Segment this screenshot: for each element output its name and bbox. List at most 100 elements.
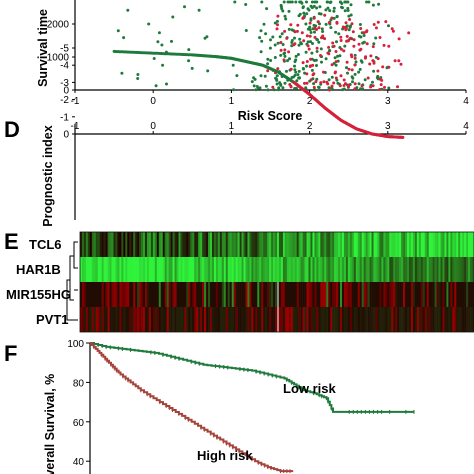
panel-c-point-high bbox=[305, 60, 309, 63]
heatmap-cell bbox=[101, 282, 104, 307]
panel-c-point-low bbox=[324, 57, 328, 61]
heatmap-cell bbox=[210, 232, 213, 257]
panel-c-point-low bbox=[266, 62, 270, 66]
heatmap-cell bbox=[150, 307, 154, 332]
heatmap-cell bbox=[245, 282, 248, 307]
panel-c-point-high bbox=[296, 23, 300, 27]
panel-c-point-high bbox=[266, 69, 270, 73]
heatmap-cell bbox=[241, 232, 244, 257]
heatmap-cell bbox=[235, 257, 238, 282]
panel-c-point-low bbox=[298, 0, 302, 4]
panel-c-point-low bbox=[372, 42, 376, 46]
panel-c-point-low bbox=[315, 50, 319, 53]
heatmap-cell bbox=[192, 282, 195, 307]
panel-c-point-high bbox=[289, 23, 293, 27]
heatmap-cell bbox=[162, 282, 166, 307]
heatmap-cell bbox=[265, 232, 268, 257]
heatmap-cell bbox=[365, 257, 368, 282]
heatmap-cell bbox=[170, 307, 173, 332]
heatmap-cell bbox=[343, 282, 347, 307]
heatmap-cell bbox=[320, 307, 323, 332]
heatmap-cell bbox=[123, 307, 126, 332]
panel-d-x-ticks: -1 0 1 2 3 4 bbox=[71, 121, 469, 134]
heatmap-cell bbox=[383, 257, 386, 282]
panel-c-point-high bbox=[326, 82, 330, 86]
heatmap-cell bbox=[95, 282, 99, 307]
panel-c-x-tick-label: 4 bbox=[463, 96, 469, 107]
heatmap-cell bbox=[450, 257, 453, 282]
heatmap-cell bbox=[237, 232, 240, 257]
heatmap-cell bbox=[347, 232, 351, 257]
heatmap-cell bbox=[369, 307, 372, 332]
heatmap-cell bbox=[345, 232, 349, 257]
heatmap-cell bbox=[91, 257, 95, 282]
panel-c-point-low bbox=[371, 3, 375, 7]
heatmap-cell bbox=[308, 232, 311, 257]
panel-c-point-high bbox=[338, 84, 342, 88]
panel-d-label: D bbox=[4, 117, 20, 142]
heatmap-cell bbox=[186, 282, 189, 307]
panel-c-point-low bbox=[294, 70, 298, 74]
panel-c-point-low bbox=[170, 39, 173, 43]
heatmap-cell bbox=[233, 232, 236, 257]
panel-c-point-low bbox=[361, 87, 365, 91]
heatmap-cell bbox=[316, 257, 319, 282]
panel-c-point-low bbox=[362, 40, 366, 44]
gene-label-har1b: HAR1B bbox=[16, 262, 61, 277]
heatmap-cell bbox=[278, 232, 282, 257]
panel-d-y-tick-label: -5 bbox=[60, 44, 69, 55]
heatmap-cell bbox=[137, 282, 140, 307]
panel-c-point-low bbox=[294, 0, 298, 4]
heatmap-cell bbox=[217, 232, 221, 257]
panel-c-point-low bbox=[312, 4, 316, 8]
heatmap-cell bbox=[251, 232, 254, 257]
heatmap-cell bbox=[158, 307, 162, 332]
heatmap-cell bbox=[472, 307, 474, 332]
heatmap-cell bbox=[160, 307, 164, 332]
panel-c-point-high bbox=[371, 84, 375, 88]
heatmap-cell bbox=[162, 257, 166, 282]
panel-c-point-high bbox=[344, 21, 348, 25]
heatmap-cell bbox=[211, 232, 215, 257]
panel-c-point-low bbox=[357, 82, 361, 86]
panel-c-point-low bbox=[197, 8, 201, 12]
panel-f-y-tick-label: 60 bbox=[73, 418, 85, 429]
heatmap-cell bbox=[83, 232, 87, 257]
heatmap-cell bbox=[468, 282, 471, 307]
heatmap-cell bbox=[213, 232, 217, 257]
heatmap-cell bbox=[300, 232, 303, 257]
heatmap-cell bbox=[143, 232, 146, 257]
panel-c-point-low bbox=[281, 9, 285, 13]
heatmap-cell bbox=[105, 257, 108, 282]
heatmap-cell bbox=[131, 282, 134, 307]
heatmap-cell bbox=[213, 257, 217, 282]
heatmap-cell bbox=[410, 257, 414, 282]
heatmap-cell bbox=[158, 282, 162, 307]
heatmap-cell bbox=[452, 232, 455, 257]
heatmap-cell bbox=[158, 257, 162, 282]
panel-c-point-low bbox=[315, 6, 319, 10]
panel-c-point-low bbox=[309, 4, 313, 8]
panel-c-point-high bbox=[359, 47, 363, 51]
heatmap-cell bbox=[107, 307, 110, 332]
heatmap-cell bbox=[217, 257, 221, 282]
heatmap-cell bbox=[156, 282, 160, 307]
heatmap-cell bbox=[168, 282, 171, 307]
heatmap-cell bbox=[194, 257, 197, 282]
heatmap-cell bbox=[117, 282, 120, 307]
heatmap-cell bbox=[426, 232, 429, 257]
heatmap-cell bbox=[204, 257, 207, 282]
heatmap-cell bbox=[371, 232, 374, 257]
heatmap-cell bbox=[324, 257, 327, 282]
heatmap-cell bbox=[243, 257, 246, 282]
panel-c-point-high bbox=[317, 26, 321, 30]
heatmap-cell bbox=[324, 307, 327, 332]
heatmap-cell bbox=[170, 257, 173, 282]
heatmap-cell bbox=[292, 307, 296, 332]
heatmap-cell bbox=[200, 257, 203, 282]
heatmap-cell bbox=[148, 232, 152, 257]
heatmap-cell bbox=[407, 307, 410, 332]
heatmap-cell bbox=[239, 307, 242, 332]
heatmap-cell bbox=[127, 232, 130, 257]
heatmap-cell bbox=[194, 307, 197, 332]
